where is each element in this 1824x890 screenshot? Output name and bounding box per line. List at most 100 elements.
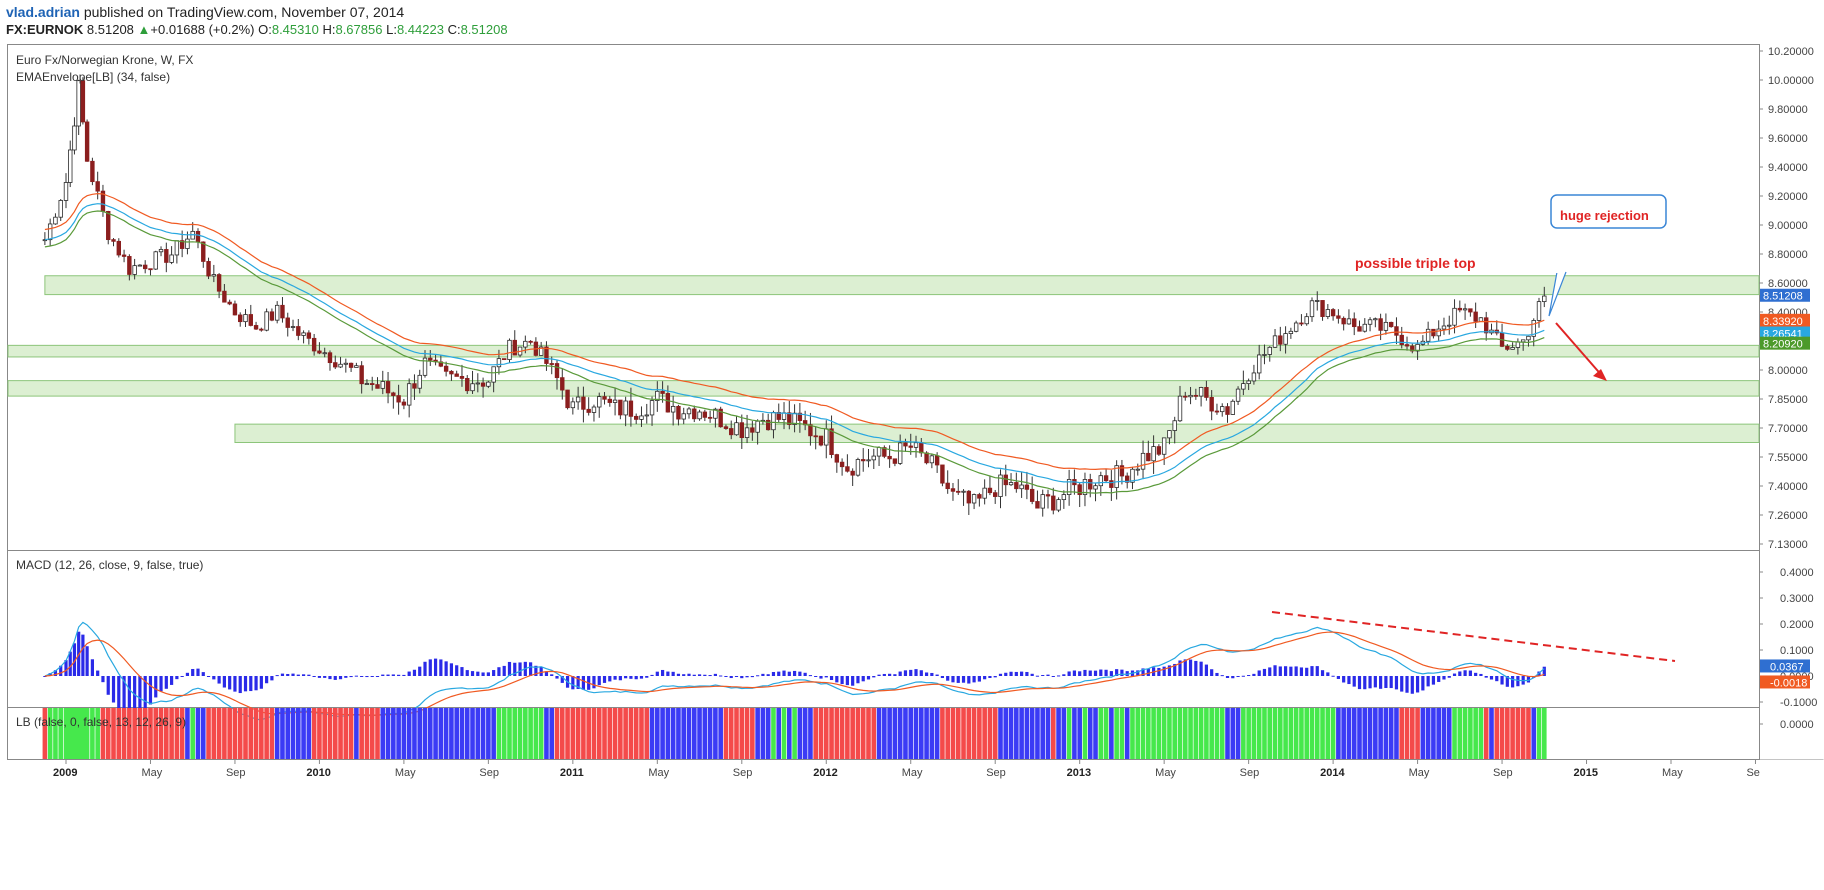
candle-up bbox=[1262, 354, 1267, 356]
macd-hist-bar bbox=[782, 670, 786, 676]
candle-up bbox=[686, 408, 692, 415]
chart-area[interactable]: 10.20000 10.00000 9.80000 9.60000 9.40000 9.2… bbox=[0, 44, 1824, 890]
time-tick-label: Se bbox=[1746, 767, 1759, 779]
macd-hist-bar bbox=[608, 676, 612, 682]
candle-down bbox=[216, 274, 222, 292]
lb-bar bbox=[327, 708, 333, 759]
lb-bar bbox=[190, 708, 196, 759]
price-tick-label: 7.13000 bbox=[1768, 539, 1808, 551]
macd-hist-bar bbox=[924, 672, 929, 676]
macd-hist-bar bbox=[381, 674, 385, 676]
lb-bar bbox=[1003, 708, 1009, 759]
lb-bar bbox=[1082, 708, 1088, 759]
candle-down bbox=[628, 400, 634, 417]
lb-bar bbox=[792, 708, 797, 759]
callout-gap bbox=[1552, 270, 1565, 273]
candle-up bbox=[1447, 324, 1452, 327]
macd-signal-line bbox=[44, 631, 1545, 716]
macd-hist-bar bbox=[1262, 668, 1267, 676]
lb-bar bbox=[602, 708, 607, 759]
macd-hist-bar bbox=[90, 659, 94, 676]
candle-down bbox=[924, 452, 929, 464]
candle-up bbox=[1373, 318, 1378, 321]
lb-bar bbox=[72, 708, 77, 759]
callout-pointer bbox=[1548, 271, 1567, 317]
lb-bar bbox=[443, 708, 449, 759]
lb-bar bbox=[480, 708, 486, 759]
lb-bar bbox=[253, 708, 259, 759]
macd-hist-bar bbox=[1368, 676, 1372, 689]
candle-down bbox=[1051, 495, 1056, 511]
candle-up bbox=[670, 405, 676, 413]
lb-bar bbox=[158, 708, 164, 759]
macd-hist-bar bbox=[191, 668, 195, 676]
candle-up bbox=[1246, 380, 1251, 384]
macd-hist-bar bbox=[803, 672, 807, 676]
macd-hist-bar bbox=[560, 676, 564, 683]
lb-bar bbox=[549, 708, 555, 759]
lb-bar bbox=[264, 708, 269, 759]
candle-up bbox=[897, 442, 903, 464]
candle-up bbox=[570, 401, 576, 409]
lb-bar bbox=[676, 708, 681, 759]
price-tick-label: 8.00000 bbox=[1768, 365, 1808, 377]
macd-tick-label: 0.3000 bbox=[1780, 593, 1814, 605]
lb-bar bbox=[971, 708, 977, 759]
macd-hist-bar bbox=[893, 674, 897, 676]
macd-hist-bar bbox=[1194, 660, 1198, 676]
macd-hist-bar bbox=[534, 665, 538, 676]
lb-bar bbox=[475, 708, 481, 759]
lb-bar bbox=[607, 708, 613, 759]
lb-bar bbox=[470, 708, 475, 759]
candle-down bbox=[401, 401, 407, 406]
lb-bar bbox=[1320, 708, 1325, 759]
lb-bar bbox=[1283, 708, 1288, 759]
macd-hist-bar bbox=[1484, 676, 1488, 678]
lb-bar bbox=[1140, 708, 1146, 759]
macd-hist-bar bbox=[1247, 675, 1251, 677]
macd-hist-bar bbox=[766, 674, 770, 676]
lb-bar bbox=[1035, 708, 1040, 759]
lb-bar bbox=[612, 708, 618, 759]
macd-hist-bar bbox=[877, 674, 881, 676]
candle-down bbox=[1357, 326, 1362, 332]
candle-down bbox=[454, 373, 459, 377]
macd-hist-bar bbox=[798, 671, 802, 676]
indicator-label: EMAEnvelope[LB] (34, false) bbox=[16, 70, 170, 84]
lb-bar bbox=[813, 708, 819, 759]
macd-hist-bar bbox=[1062, 674, 1066, 676]
lb-bar bbox=[977, 708, 982, 759]
macd-hist-bar bbox=[1526, 676, 1531, 683]
lb-bar bbox=[1505, 708, 1510, 759]
candle-up bbox=[655, 390, 660, 401]
macd-hist-bar bbox=[338, 676, 343, 680]
lb-bar bbox=[1019, 708, 1024, 759]
lb-bar bbox=[1151, 708, 1156, 759]
macd-hist-bar bbox=[148, 676, 153, 705]
candle-down bbox=[808, 424, 813, 437]
candle-down bbox=[222, 290, 227, 303]
macd-hist-bar bbox=[1273, 665, 1277, 676]
lb-bar bbox=[164, 708, 169, 759]
macd-hist-bar bbox=[1289, 666, 1293, 676]
macd-hist-bar bbox=[185, 672, 190, 676]
symbol-label[interactable]: FX:EURNOK bbox=[6, 22, 84, 37]
candle-up bbox=[982, 487, 987, 499]
candle-up bbox=[507, 339, 512, 360]
macd-hist-bar bbox=[455, 665, 459, 676]
candle-up bbox=[1436, 328, 1441, 337]
lb-bar bbox=[84, 708, 90, 759]
macd-hist-bar bbox=[1452, 673, 1457, 676]
candle-up bbox=[824, 428, 829, 446]
lb-bar bbox=[855, 708, 861, 759]
candle-down bbox=[1473, 311, 1478, 322]
candle-up bbox=[1510, 347, 1515, 350]
macd-hist-bar bbox=[154, 676, 158, 698]
username-link[interactable]: vlad.adrian bbox=[6, 4, 80, 20]
lb-bar bbox=[903, 708, 908, 759]
lb-bar bbox=[1262, 708, 1267, 759]
publisher-line: vlad.adrian published on TradingView.com… bbox=[6, 4, 404, 20]
candle-down bbox=[1330, 309, 1336, 317]
macd-label-bg bbox=[1760, 659, 1810, 673]
lb-bar bbox=[802, 708, 808, 759]
